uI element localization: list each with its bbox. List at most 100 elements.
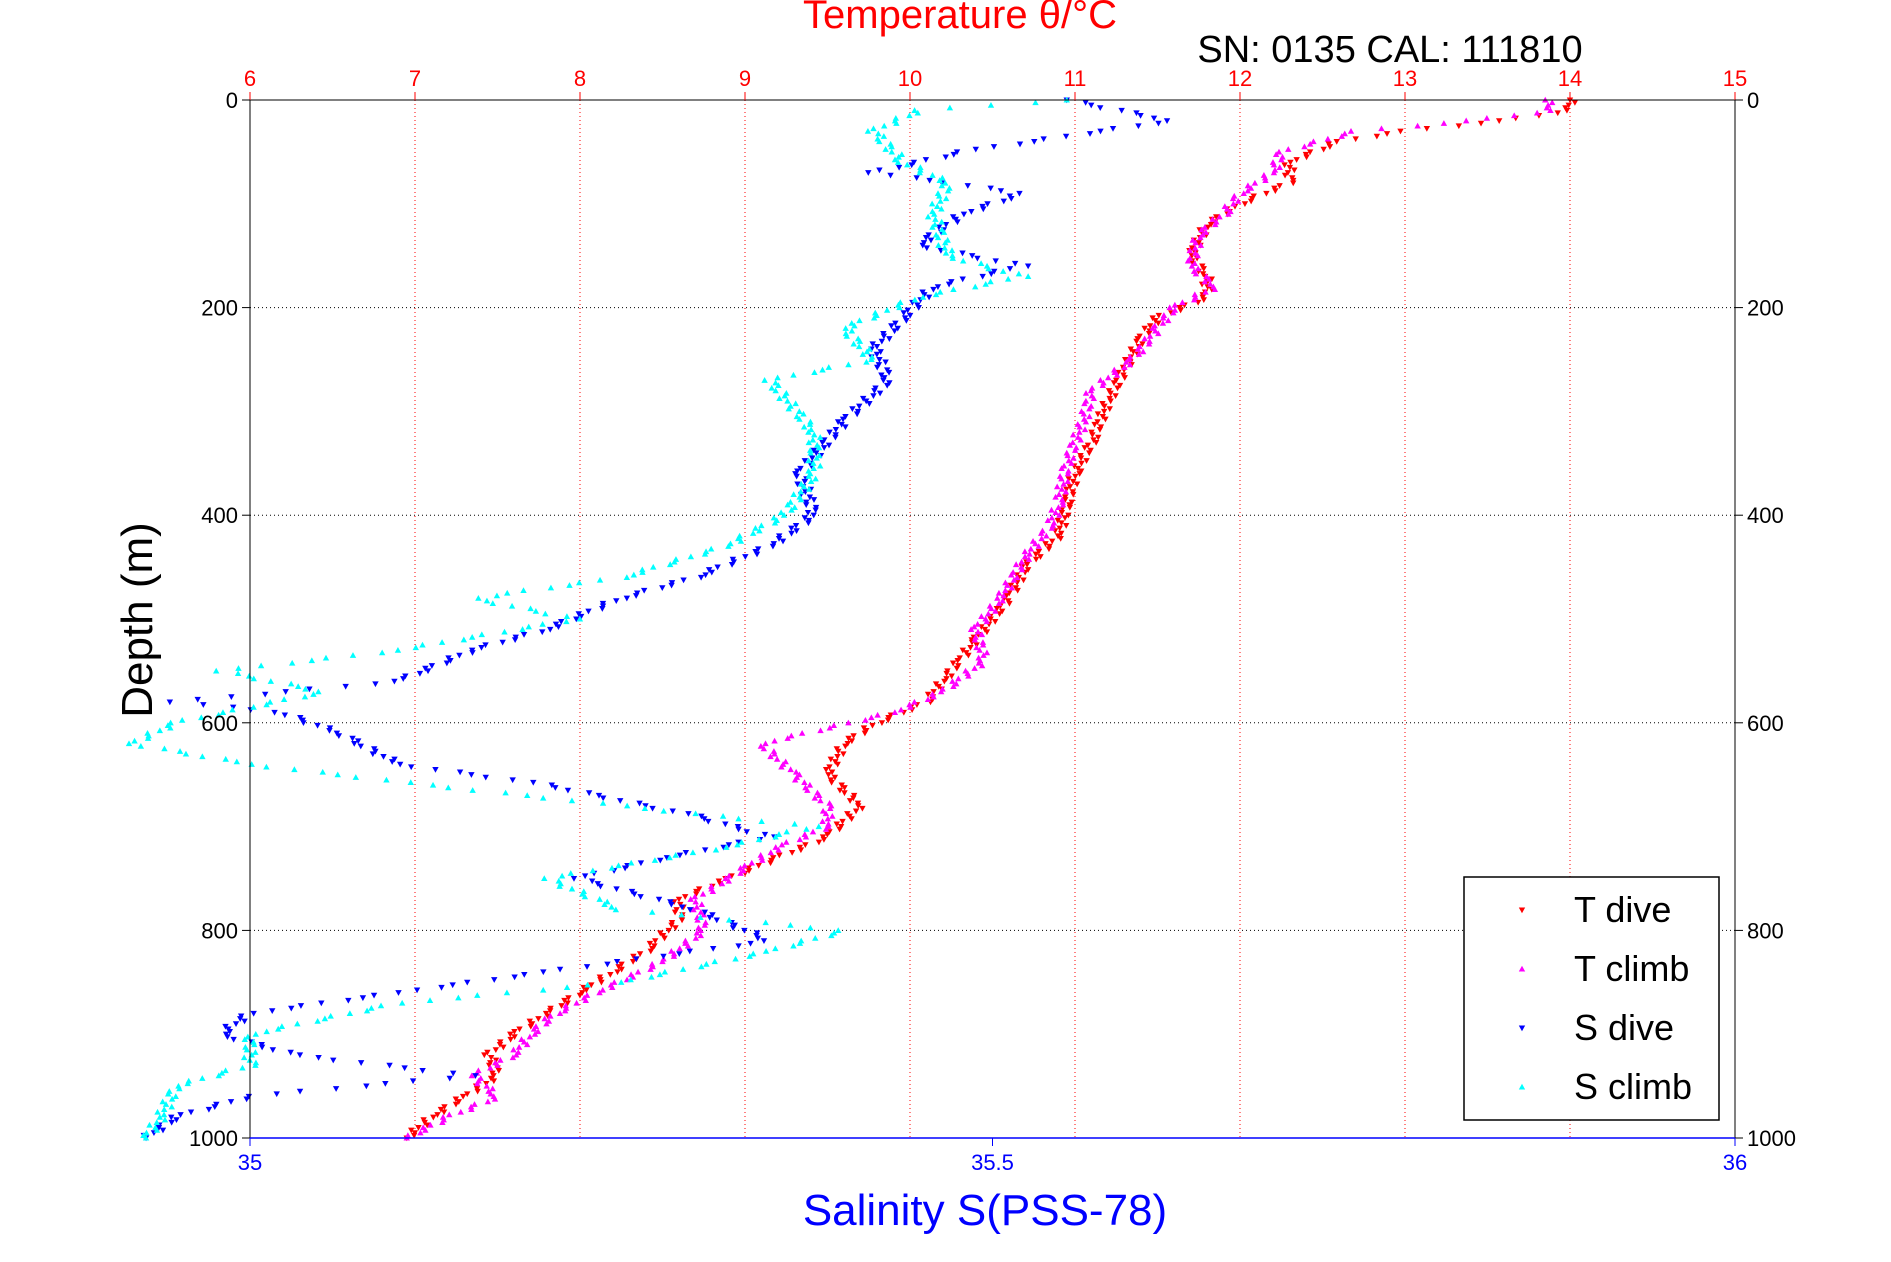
data-point [359, 995, 367, 1002]
data-point [987, 101, 995, 108]
data-point [1077, 436, 1084, 443]
legend-items: T dive T climb S dive S climb [1518, 889, 1692, 1107]
data-point [542, 610, 549, 617]
data-point [1201, 278, 1208, 285]
data-point [167, 724, 174, 731]
data-point [409, 1078, 417, 1085]
data-point [478, 631, 486, 638]
data-point [824, 831, 831, 838]
data-point [938, 218, 945, 225]
data-point [321, 1015, 329, 1022]
data-point [665, 927, 672, 934]
data-point [349, 652, 357, 658]
data-point [972, 146, 979, 153]
data-point [423, 1122, 431, 1129]
data-point [596, 989, 603, 996]
data-point [1018, 563, 1025, 570]
data-point [1040, 136, 1047, 143]
data-point [699, 890, 707, 897]
data-point [535, 1016, 542, 1022]
data-point [1194, 252, 1201, 259]
data-point [1189, 236, 1196, 243]
data-point [142, 1134, 150, 1141]
data-point [985, 265, 992, 272]
data-point [301, 693, 309, 700]
data-point [1281, 162, 1288, 169]
data-point [701, 816, 708, 823]
data-point [916, 169, 923, 176]
data-point [355, 738, 362, 745]
data-point [327, 1012, 334, 1019]
data-point [407, 764, 415, 771]
data-point [891, 328, 898, 335]
data-point [988, 605, 995, 612]
data-point [585, 608, 592, 615]
data-point [557, 619, 565, 625]
data-point [832, 434, 839, 441]
data-point [1306, 149, 1314, 156]
data-point [541, 875, 548, 882]
data-point [886, 336, 893, 342]
data-point [1251, 179, 1259, 186]
data-point [741, 862, 748, 869]
data-point [848, 319, 855, 326]
data-point [1150, 115, 1158, 122]
data-point [1070, 491, 1077, 498]
data-point [561, 997, 568, 1004]
data-point [429, 781, 437, 788]
data-point [819, 818, 826, 824]
data-point [788, 849, 796, 856]
data-point [871, 388, 878, 394]
data-point [1133, 110, 1140, 117]
data-point [959, 647, 967, 654]
data-point [583, 992, 591, 998]
data-point [487, 1090, 494, 1097]
data-point [222, 1067, 229, 1074]
data-point [805, 439, 812, 446]
data-point [876, 390, 884, 397]
data-point [1197, 242, 1205, 248]
data-point [1146, 323, 1154, 329]
data-point [859, 805, 866, 812]
data-point [1080, 410, 1087, 417]
data-point [1055, 491, 1063, 497]
data-point [1126, 356, 1133, 363]
data-point [759, 857, 766, 863]
temperature-tick-label: 15 [1723, 66, 1747, 91]
data-point [807, 924, 814, 931]
data-point [621, 865, 629, 872]
data-point [1262, 177, 1269, 184]
data-point [1021, 553, 1029, 560]
data-point [300, 720, 307, 726]
data-point [1069, 439, 1076, 446]
data-point [755, 862, 762, 869]
data-point [1563, 107, 1571, 114]
data-point [1198, 226, 1205, 233]
data-point [768, 384, 775, 391]
data-point [822, 825, 830, 832]
data-point [670, 953, 678, 959]
data-point [769, 543, 777, 550]
data-point [137, 742, 145, 749]
data-point [806, 421, 814, 427]
data-point [240, 1054, 248, 1061]
data-point [978, 613, 985, 619]
data-point [612, 906, 620, 913]
data-point [855, 343, 863, 350]
data-point [278, 1023, 286, 1029]
data-point [746, 953, 753, 959]
data-point [693, 903, 701, 910]
data-point [836, 787, 844, 794]
data-point [848, 738, 856, 745]
data-point [926, 177, 933, 184]
data-point [1240, 190, 1247, 196]
data-point [797, 847, 805, 854]
data-point [1186, 247, 1193, 254]
data-point [1202, 288, 1209, 295]
data-point [681, 894, 689, 900]
data-point [200, 702, 207, 708]
data-point [1060, 480, 1067, 487]
data-point [446, 1111, 453, 1118]
data-point [697, 914, 704, 920]
data-point [342, 683, 349, 690]
